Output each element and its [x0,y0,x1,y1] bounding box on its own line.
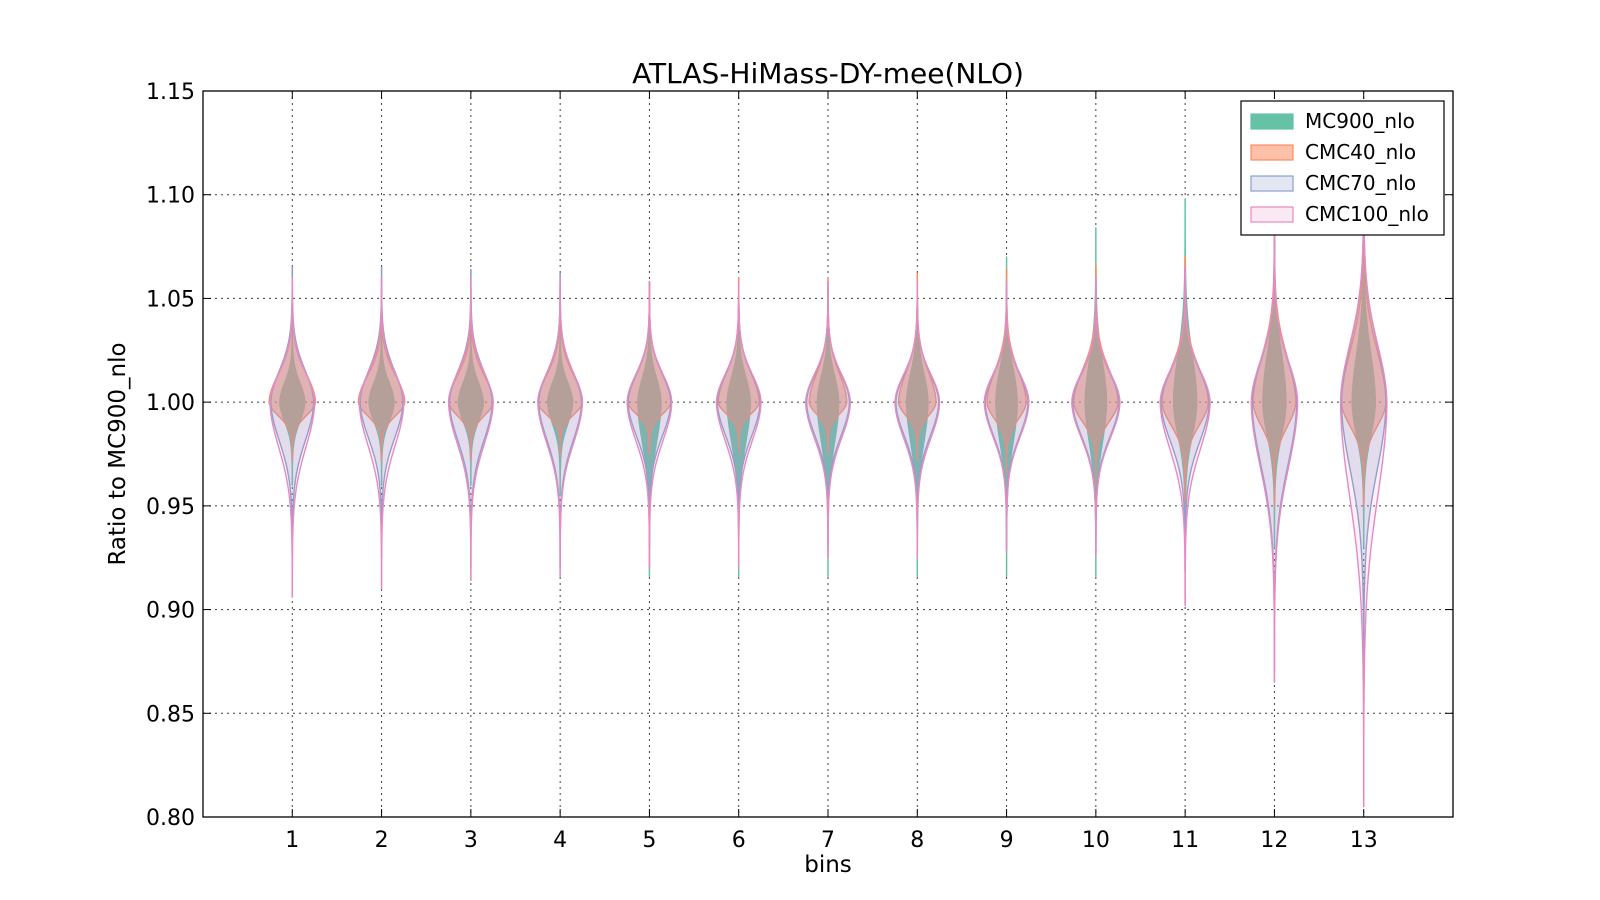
x-axis-label: bins [804,852,852,878]
violin-CMC40_nlo-bin-10 [1072,264,1119,486]
y-tick-label: 0.90 [146,599,195,624]
y-tick-label: 0.85 [146,702,195,727]
violin-CMC40_nlo-bin-7 [808,276,848,455]
x-tick-label: 6 [732,828,746,853]
x-tick-label: 5 [642,828,656,853]
violin-CMC100_nlo-bin-8 [894,281,941,559]
violin-CMC100_nlo-bin-10 [1071,276,1121,557]
x-tick-label: 2 [375,828,389,853]
x-tick-label: 12 [1260,828,1288,853]
legend-swatch [1250,175,1294,192]
x-tick-label: 8 [910,828,924,853]
legend-swatch [1250,144,1294,161]
violin-CMC100_nlo-bin-6 [715,281,762,569]
violin-CMC100_nlo-bin-2 [358,276,405,590]
violin-CMC100_nlo-bin-1 [269,276,316,598]
legend-label: CMC40_nlo [1305,140,1416,164]
violin-CMC100_nlo-bin-4 [537,276,584,578]
legend: MC900_nlo CMC40_nlo CMC70_nlo CMC100_nlo [1240,100,1445,236]
series-CMC40_nlo [268,181,1387,507]
violin-CMC100_nlo-bin-7 [804,281,852,559]
y-axis-label: Ratio to MC900_nlo [105,342,131,565]
violins [268,156,1388,808]
violin-CMC100_nlo-bin-3 [447,276,494,582]
violin-CMC70_nlo-bin-2 [359,266,404,559]
violin-CMC70_nlo-bin-1 [270,266,315,569]
x-tick-label: 3 [464,828,478,853]
legend-label: CMC70_nlo [1305,171,1416,195]
violin-CMC70_nlo-bin-4 [538,272,583,569]
x-tick-label: 10 [1082,828,1110,853]
x-tick-label: 9 [1000,828,1014,853]
legend-swatch [1250,206,1294,223]
legend-label: CMC100_nlo [1305,202,1429,226]
x-tick-label: 7 [821,828,835,853]
violin-CMC100_nlo-bin-5 [626,281,673,569]
violin-CMC40_nlo-bin-9 [986,268,1027,476]
violin-CMC100_nlo-bin-9 [983,281,1030,553]
violin-CMC70_nlo-bin-3 [448,268,493,569]
violin-CMC40_nlo-bin-8 [897,272,937,461]
violin-CMC40_nlo-bin-6 [717,276,760,453]
x-tick-label: 4 [553,828,567,853]
violin-CMC100_nlo-bin-11 [1159,266,1211,607]
legend-swatch [1250,113,1294,130]
y-tick-label: 0.80 [146,806,195,831]
y-tick-label: 1.15 [146,80,195,105]
x-tick-label: 13 [1350,828,1378,853]
x-tick-label: 11 [1171,828,1199,853]
y-tick-label: 1.00 [146,391,195,416]
violin-CMC40_nlo-bin-11 [1161,256,1209,503]
y-tick-label: 1.10 [146,184,195,209]
legend-label: MC900_nlo [1305,109,1415,133]
series-CMC70_nlo [270,156,1387,694]
y-tick-label: 1.05 [146,287,195,312]
y-tick-label: 0.95 [146,495,195,520]
x-tick-label: 1 [285,828,299,853]
chart-title: ATLAS-HiMass-DY-mee(NLO) [632,57,1024,90]
axis-ticks: 0.800.850.900.951.001.051.101.151 2 3 4 5 6 7 8… [146,80,1453,853]
